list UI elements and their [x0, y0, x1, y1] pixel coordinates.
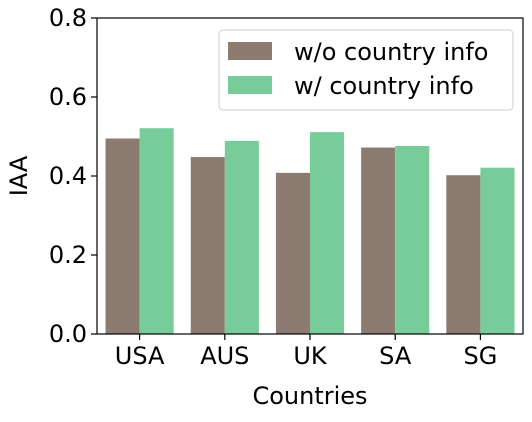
legend-label-without-country-info: w/o country info — [294, 38, 488, 66]
x-tick-label-sg: SG — [463, 342, 497, 370]
legend-swatch-without-country-info — [228, 42, 272, 60]
legend-swatch-with-country-info — [228, 76, 272, 94]
x-axis-label: Countries — [252, 382, 367, 410]
bar-sa-with-country-info — [395, 145, 430, 334]
bar-uk-without-country-info — [275, 172, 310, 334]
x-tick-label-sa: SA — [379, 342, 412, 370]
y-tick-label: 0.4 — [49, 162, 87, 190]
x-tick-label-usa: USA — [115, 342, 165, 370]
y-axis-ticks: 0.0 0.2 0.4 0.6 0.8 — [49, 4, 97, 348]
bar-sa-without-country-info — [361, 147, 396, 334]
bar-usa-with-country-info — [139, 128, 174, 334]
bar-usa-without-country-info — [105, 138, 140, 334]
x-tick-label-aus: AUS — [200, 342, 249, 370]
bar-uk-with-country-info — [310, 132, 345, 334]
legend-label-with-country-info: w/ country info — [294, 72, 474, 100]
legend: w/o country info w/ country info — [218, 29, 514, 111]
y-axis-label: IAA — [5, 155, 33, 196]
y-tick-label: 0.0 — [49, 320, 87, 348]
x-tick-label-uk: UK — [293, 342, 328, 370]
bar-sg-with-country-info — [480, 167, 515, 334]
plot-frame — [96, 17, 524, 335]
legend-box — [218, 29, 514, 111]
bars-group — [105, 128, 515, 334]
bar-aus-without-country-info — [190, 157, 225, 334]
y-tick-label: 0.2 — [49, 241, 87, 269]
bar-aus-with-country-info — [224, 140, 259, 334]
y-tick-label: 0.8 — [49, 4, 87, 32]
y-tick-label: 0.6 — [49, 83, 87, 111]
x-axis-ticks: USA AUS UK SA SG — [115, 334, 497, 370]
bar-sg-without-country-info — [446, 175, 481, 334]
